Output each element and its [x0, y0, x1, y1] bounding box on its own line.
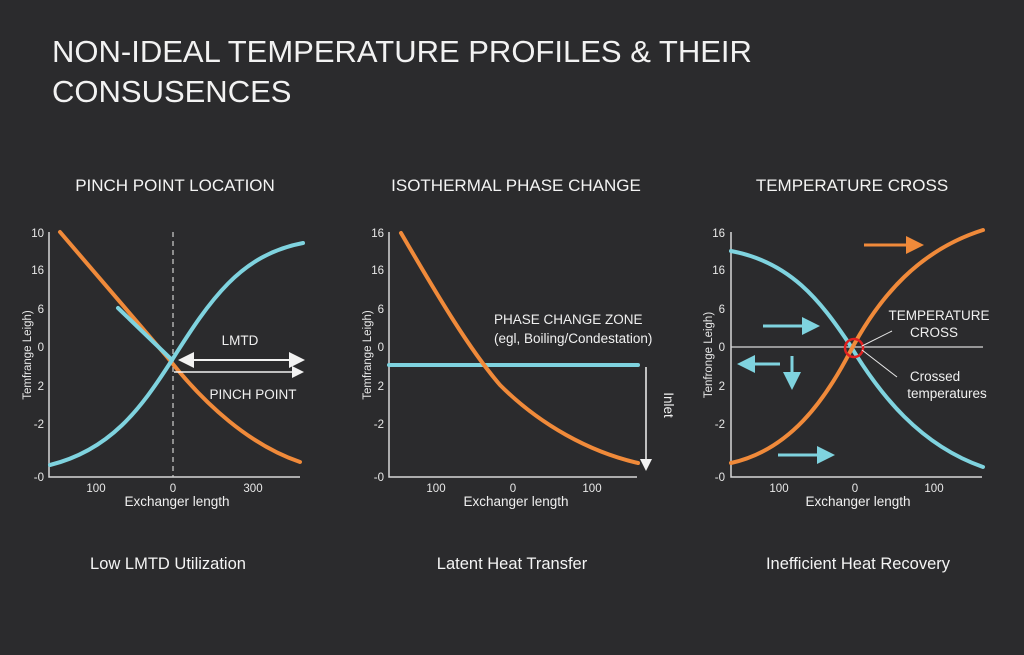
panel1-xlabel: Exchanger length: [124, 494, 229, 509]
xtick: 100: [426, 483, 445, 495]
panel2-xlabel: Exchanger length: [463, 494, 568, 509]
panel2-caption: Latent Heat Transfer: [437, 555, 588, 573]
temperature-cross-label-2: CROSS: [910, 325, 958, 340]
cold-stream-branch: [116, 306, 174, 362]
panel3-caption: Inefficient Heat Recovery: [766, 555, 951, 573]
phase-zone-example: (egl, Boiling/Condestation): [494, 331, 652, 346]
panel3-xlabel: Exchanger length: [805, 494, 910, 509]
leader-line: [861, 349, 898, 378]
ytick: 0: [378, 342, 384, 354]
ytick: 16: [712, 265, 725, 277]
ytick: 6: [38, 304, 44, 316]
xtick: 100: [769, 483, 788, 495]
ytick: -2: [34, 419, 44, 431]
xtick: 0: [510, 483, 516, 495]
ytick: 16: [371, 228, 384, 240]
panel3-axes: [730, 232, 982, 478]
ytick: 6: [719, 304, 725, 316]
cold-stream-curve: [729, 249, 985, 469]
panel3-chart: 16 16 6 0 2 -2 -0 100 0 100 Exchanger le…: [703, 228, 990, 509]
phase-zone-label: PHASE CHANGE ZONE: [494, 312, 643, 327]
cold-stream-curve: [48, 241, 305, 467]
xtick: 300: [243, 483, 262, 495]
hot-stream-curve: [58, 230, 302, 464]
crossed-temperatures-label-2: temperatures: [907, 386, 987, 401]
xtick: 100: [582, 483, 601, 495]
ytick: 16: [712, 228, 725, 240]
ytick: 0: [38, 342, 44, 354]
ytick: 16: [371, 265, 384, 277]
panel1-ylabel: Temfrange Leigh): [22, 310, 34, 400]
hot-stream-curve: [399, 231, 640, 465]
panel1-chart: 10 16 6 0 2 -2 -0 100 0 300 Exchanger le…: [22, 228, 305, 509]
xtick: 0: [852, 483, 858, 495]
ytick: 2: [719, 381, 725, 393]
panel2-chart: 16 16 6 0 2 -2 -0 100 0 100 Exchanger le…: [362, 228, 676, 509]
xtick: 100: [86, 483, 105, 495]
ytick: 2: [38, 381, 44, 393]
leader-line: [861, 330, 893, 347]
panel1-subtitle: PINCH POINT LOCATION: [75, 176, 275, 195]
panel2-subtitle: ISOTHERMAL PHASE CHANGE: [391, 176, 641, 195]
lmtd-label: LMTD: [222, 333, 259, 348]
main-title: NON-IDEAL TEMPERATURE PROFILES & THEIR C…: [52, 34, 752, 109]
ytick: 0: [719, 342, 725, 354]
ytick: 2: [378, 381, 384, 393]
crossed-temperatures-label: Crossed: [910, 369, 960, 384]
hot-stream-curve: [729, 228, 985, 465]
ytick: -0: [374, 472, 384, 484]
ytick: -0: [34, 472, 44, 484]
panel1-axes: [48, 232, 300, 478]
panel1-yticks: 10 16 6 0 2 -2 -0: [31, 228, 44, 484]
ytick: 10: [31, 228, 44, 240]
inlet-label: Inlet: [661, 392, 676, 418]
panel2-axes: [388, 232, 637, 478]
ytick: 16: [31, 265, 44, 277]
pinch-point-label: PINCH POINT: [209, 387, 296, 402]
temperature-cross-label: TEMPERATURE: [888, 308, 989, 323]
xtick: 0: [170, 483, 176, 495]
ytick: -2: [715, 419, 725, 431]
xtick: 100: [924, 483, 943, 495]
ytick: -0: [715, 472, 725, 484]
ytick: 6: [378, 304, 384, 316]
panel3-ylabel: Tenfronge Leigh): [703, 312, 715, 398]
panel3-subtitle: TEMPERATURE CROSS: [756, 176, 948, 195]
panel1-caption: Low LMTD Utilization: [90, 555, 246, 573]
panel2-ylabel: Temfrange Leigh): [362, 310, 374, 400]
cross-marker-icon: [843, 337, 865, 359]
ytick: -2: [374, 419, 384, 431]
